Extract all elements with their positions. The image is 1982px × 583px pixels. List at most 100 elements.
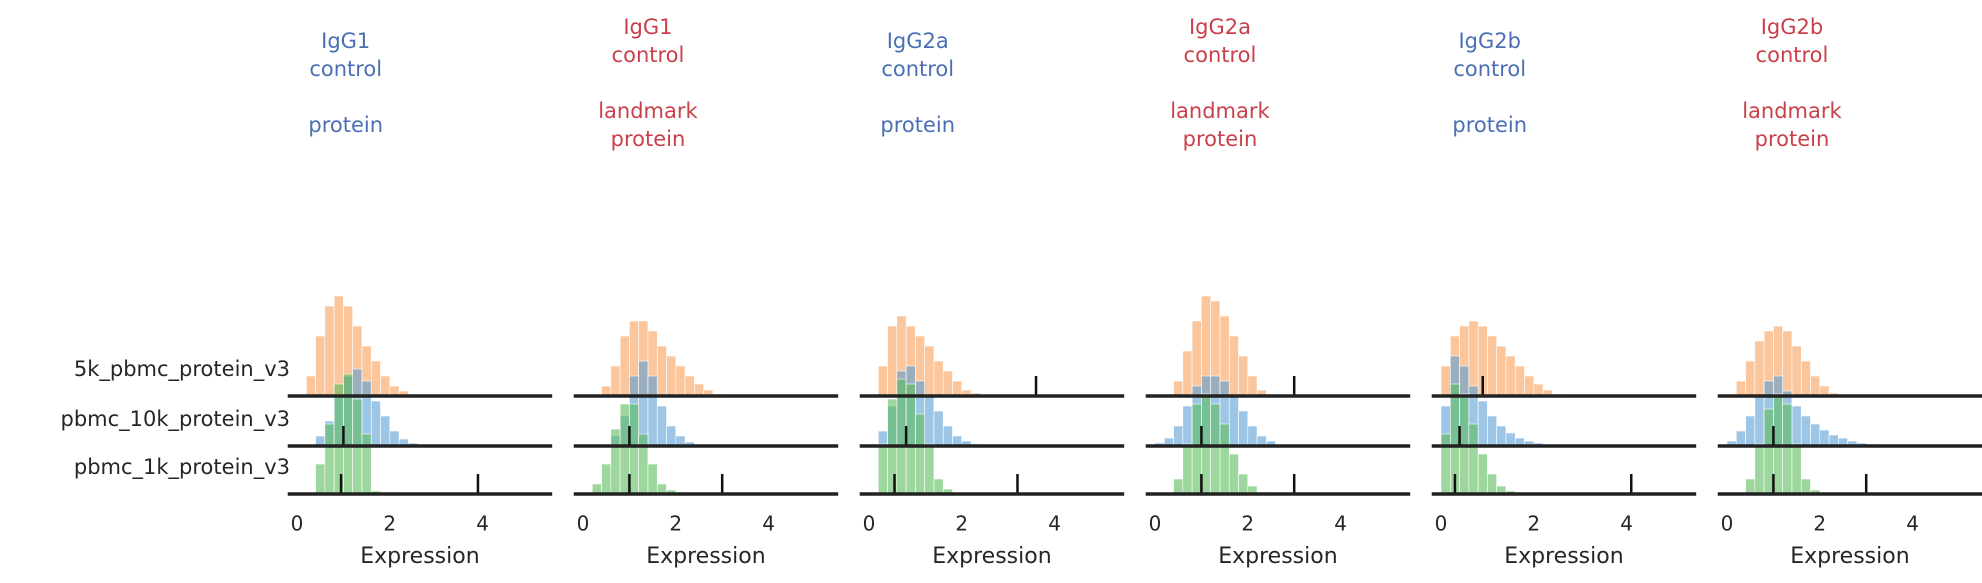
bar <box>1496 345 1507 397</box>
x-tick-label: 4 <box>1906 512 1919 536</box>
bar <box>1745 478 1756 495</box>
bar <box>315 463 326 495</box>
bar <box>877 365 888 397</box>
bar <box>1487 415 1497 447</box>
x-tick-label: 0 <box>1435 512 1448 536</box>
bar <box>1173 380 1184 397</box>
bar <box>1201 393 1211 495</box>
bar <box>315 335 326 397</box>
bar <box>324 423 335 495</box>
bar <box>1440 433 1451 495</box>
bar <box>1191 320 1202 397</box>
bar <box>619 335 630 397</box>
bar <box>1735 380 1746 397</box>
bar <box>1791 443 1802 495</box>
bar <box>1496 425 1507 447</box>
x-tick-label: 2 <box>1527 512 1540 536</box>
bar <box>370 400 381 447</box>
bar <box>1735 430 1746 447</box>
x-tick-label: 2 <box>1241 512 1254 536</box>
x-tick-label: 2 <box>955 512 968 536</box>
bar <box>1782 403 1793 495</box>
bar <box>1440 365 1451 397</box>
bar <box>1773 393 1783 495</box>
bar <box>1228 453 1239 495</box>
x-tick-label: 0 <box>863 512 876 536</box>
bar <box>1505 355 1516 397</box>
x-tick-label: 0 <box>1149 512 1162 536</box>
bar <box>1477 453 1488 495</box>
bar <box>1238 355 1249 397</box>
bar <box>656 345 667 397</box>
bar <box>1487 473 1497 495</box>
bar <box>324 305 335 397</box>
bar <box>942 425 953 447</box>
bar <box>1468 423 1479 495</box>
bar <box>1210 403 1221 495</box>
bar <box>933 478 944 495</box>
bar <box>915 413 925 495</box>
bar <box>924 443 935 495</box>
bar <box>1219 423 1230 495</box>
bar <box>370 360 381 397</box>
bar <box>1459 393 1470 495</box>
x-axis-label: Expression <box>1790 544 1909 569</box>
x-tick-label: 4 <box>1620 512 1633 536</box>
bar <box>1238 473 1249 495</box>
x-tick-label: 4 <box>476 512 489 536</box>
bar <box>1238 410 1249 447</box>
bar <box>1791 405 1802 447</box>
bar <box>1819 429 1830 447</box>
bar <box>1182 443 1193 495</box>
bar <box>694 383 704 397</box>
x-axis-label: Expression <box>932 544 1051 569</box>
bar <box>629 403 639 495</box>
x-axis-label: Expression <box>1504 544 1623 569</box>
bar <box>619 403 630 495</box>
bar <box>656 405 667 447</box>
x-tick-label: 4 <box>1048 512 1061 536</box>
x-tick-label: 4 <box>1334 512 1347 536</box>
bar <box>933 360 944 397</box>
bar <box>647 463 658 495</box>
bar <box>361 433 372 495</box>
row-label: pbmc_1k_protein_v3 <box>74 455 290 480</box>
bar <box>305 375 316 397</box>
bar <box>1182 350 1193 397</box>
bar <box>924 345 935 397</box>
bar <box>1754 340 1765 397</box>
x-tick-label: 2 <box>1813 512 1826 536</box>
bar <box>933 410 944 447</box>
bar <box>1800 360 1811 397</box>
bar <box>1810 423 1821 447</box>
x-tick-label: 0 <box>1721 512 1734 536</box>
bar <box>1800 415 1811 447</box>
bar <box>389 430 400 447</box>
x-axis-label: Expression <box>360 544 479 569</box>
x-tick-label: 0 <box>291 512 304 536</box>
bar <box>1745 360 1756 397</box>
bar <box>1810 375 1821 397</box>
bar <box>1505 432 1516 447</box>
bar <box>666 355 677 397</box>
panel-title: IgG1 control protein <box>308 29 384 137</box>
bar <box>1228 335 1239 397</box>
bar <box>1533 383 1544 397</box>
bar <box>1173 425 1184 447</box>
bar <box>1487 335 1497 397</box>
bar <box>638 433 649 495</box>
bar <box>1247 425 1258 447</box>
bar <box>1800 478 1811 495</box>
bar <box>1477 400 1488 447</box>
bar <box>638 360 649 447</box>
bar <box>1514 365 1525 397</box>
bar <box>666 425 677 447</box>
bar <box>877 443 888 495</box>
bar <box>924 395 935 447</box>
bar <box>1228 395 1239 447</box>
bar <box>610 365 621 397</box>
bar <box>684 375 695 397</box>
bar <box>333 295 344 397</box>
